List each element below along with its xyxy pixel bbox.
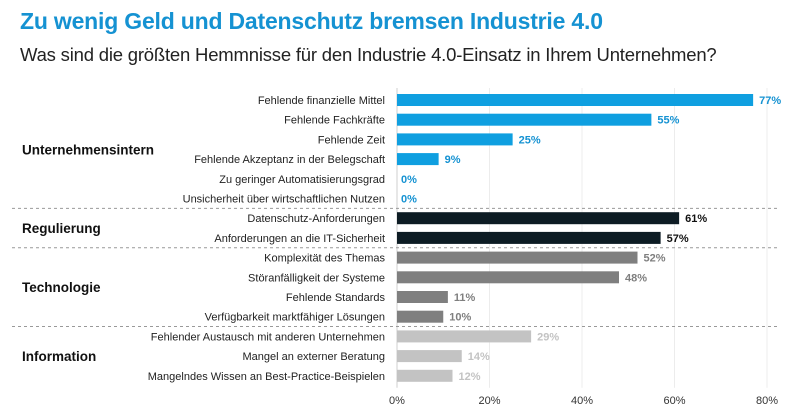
- category-label: Komplexität des Themas: [264, 253, 385, 265]
- category-label: Unsicherheit über wirtschaftlichen Nutze…: [183, 194, 385, 206]
- category-label: Fehlende Akzeptanz in der Belegschaft: [194, 154, 385, 166]
- bar: [397, 94, 754, 106]
- bar: [397, 271, 619, 284]
- x-tick-label: 0%: [389, 395, 405, 407]
- bar: [397, 330, 532, 343]
- data-label: 29%: [537, 331, 559, 343]
- data-label: 48%: [625, 272, 647, 284]
- chart-title: Zu wenig Geld und Datenschutz bremsen In…: [20, 8, 603, 34]
- category-label: Datenschutz-Anforderungen: [247, 213, 385, 225]
- data-label: 55%: [657, 115, 679, 127]
- bar: [397, 251, 638, 264]
- bar: [397, 133, 513, 146]
- x-tick-label: 20%: [478, 395, 500, 407]
- category-label: Fehlender Austausch mit anderen Unterneh…: [151, 331, 385, 343]
- category-label: Mangel an externer Beratung: [243, 351, 385, 363]
- data-label: 0%: [401, 174, 417, 186]
- data-label: 12%: [459, 371, 481, 383]
- category-label: Zu geringer Automatisierungsgrad: [219, 174, 385, 186]
- category-label: Störanfälligkeit der Systeme: [248, 272, 385, 284]
- bar: [397, 212, 680, 225]
- chart-subtitle: Was sind die größten Hemmnisse für den I…: [20, 44, 717, 65]
- bar: [397, 369, 453, 382]
- bar: [397, 291, 448, 303]
- category-label: Fehlende finanzielle Mittel: [258, 95, 385, 107]
- bar: [397, 310, 444, 323]
- data-label: 14%: [468, 351, 490, 363]
- x-tick-label: 40%: [571, 395, 593, 407]
- data-label: 61%: [685, 213, 707, 225]
- category-label: Mangelndes Wissen an Best-Practice-Beisp…: [148, 371, 385, 383]
- data-label: 9%: [445, 154, 461, 166]
- group-label: Unternehmensintern: [22, 142, 154, 157]
- category-label: Fehlende Fachkräfte: [284, 115, 385, 127]
- data-label: 10%: [449, 312, 471, 324]
- data-label: 25%: [519, 134, 541, 146]
- group-label: Information: [22, 349, 96, 364]
- category-label: Fehlende Zeit: [318, 134, 385, 146]
- bar: [397, 350, 462, 363]
- data-label: 77%: [759, 95, 781, 107]
- data-label: 11%: [454, 292, 476, 304]
- x-tick-label: 60%: [663, 395, 685, 407]
- x-tick-label: 80%: [756, 395, 778, 407]
- data-label: 52%: [644, 253, 666, 265]
- category-label: Verfügbarkeit marktfähiger Lösungen: [205, 312, 385, 324]
- category-label: Fehlende Standards: [286, 292, 386, 304]
- group-label: Regulierung: [22, 221, 101, 236]
- group-label: Technologie: [22, 280, 101, 295]
- data-label: 57%: [667, 233, 689, 245]
- bar: [397, 153, 439, 166]
- data-label: 0%: [401, 194, 417, 206]
- category-label: Anforderungen an die IT-Sicherheit: [214, 233, 385, 245]
- bar: [397, 113, 652, 126]
- bar: [397, 231, 661, 244]
